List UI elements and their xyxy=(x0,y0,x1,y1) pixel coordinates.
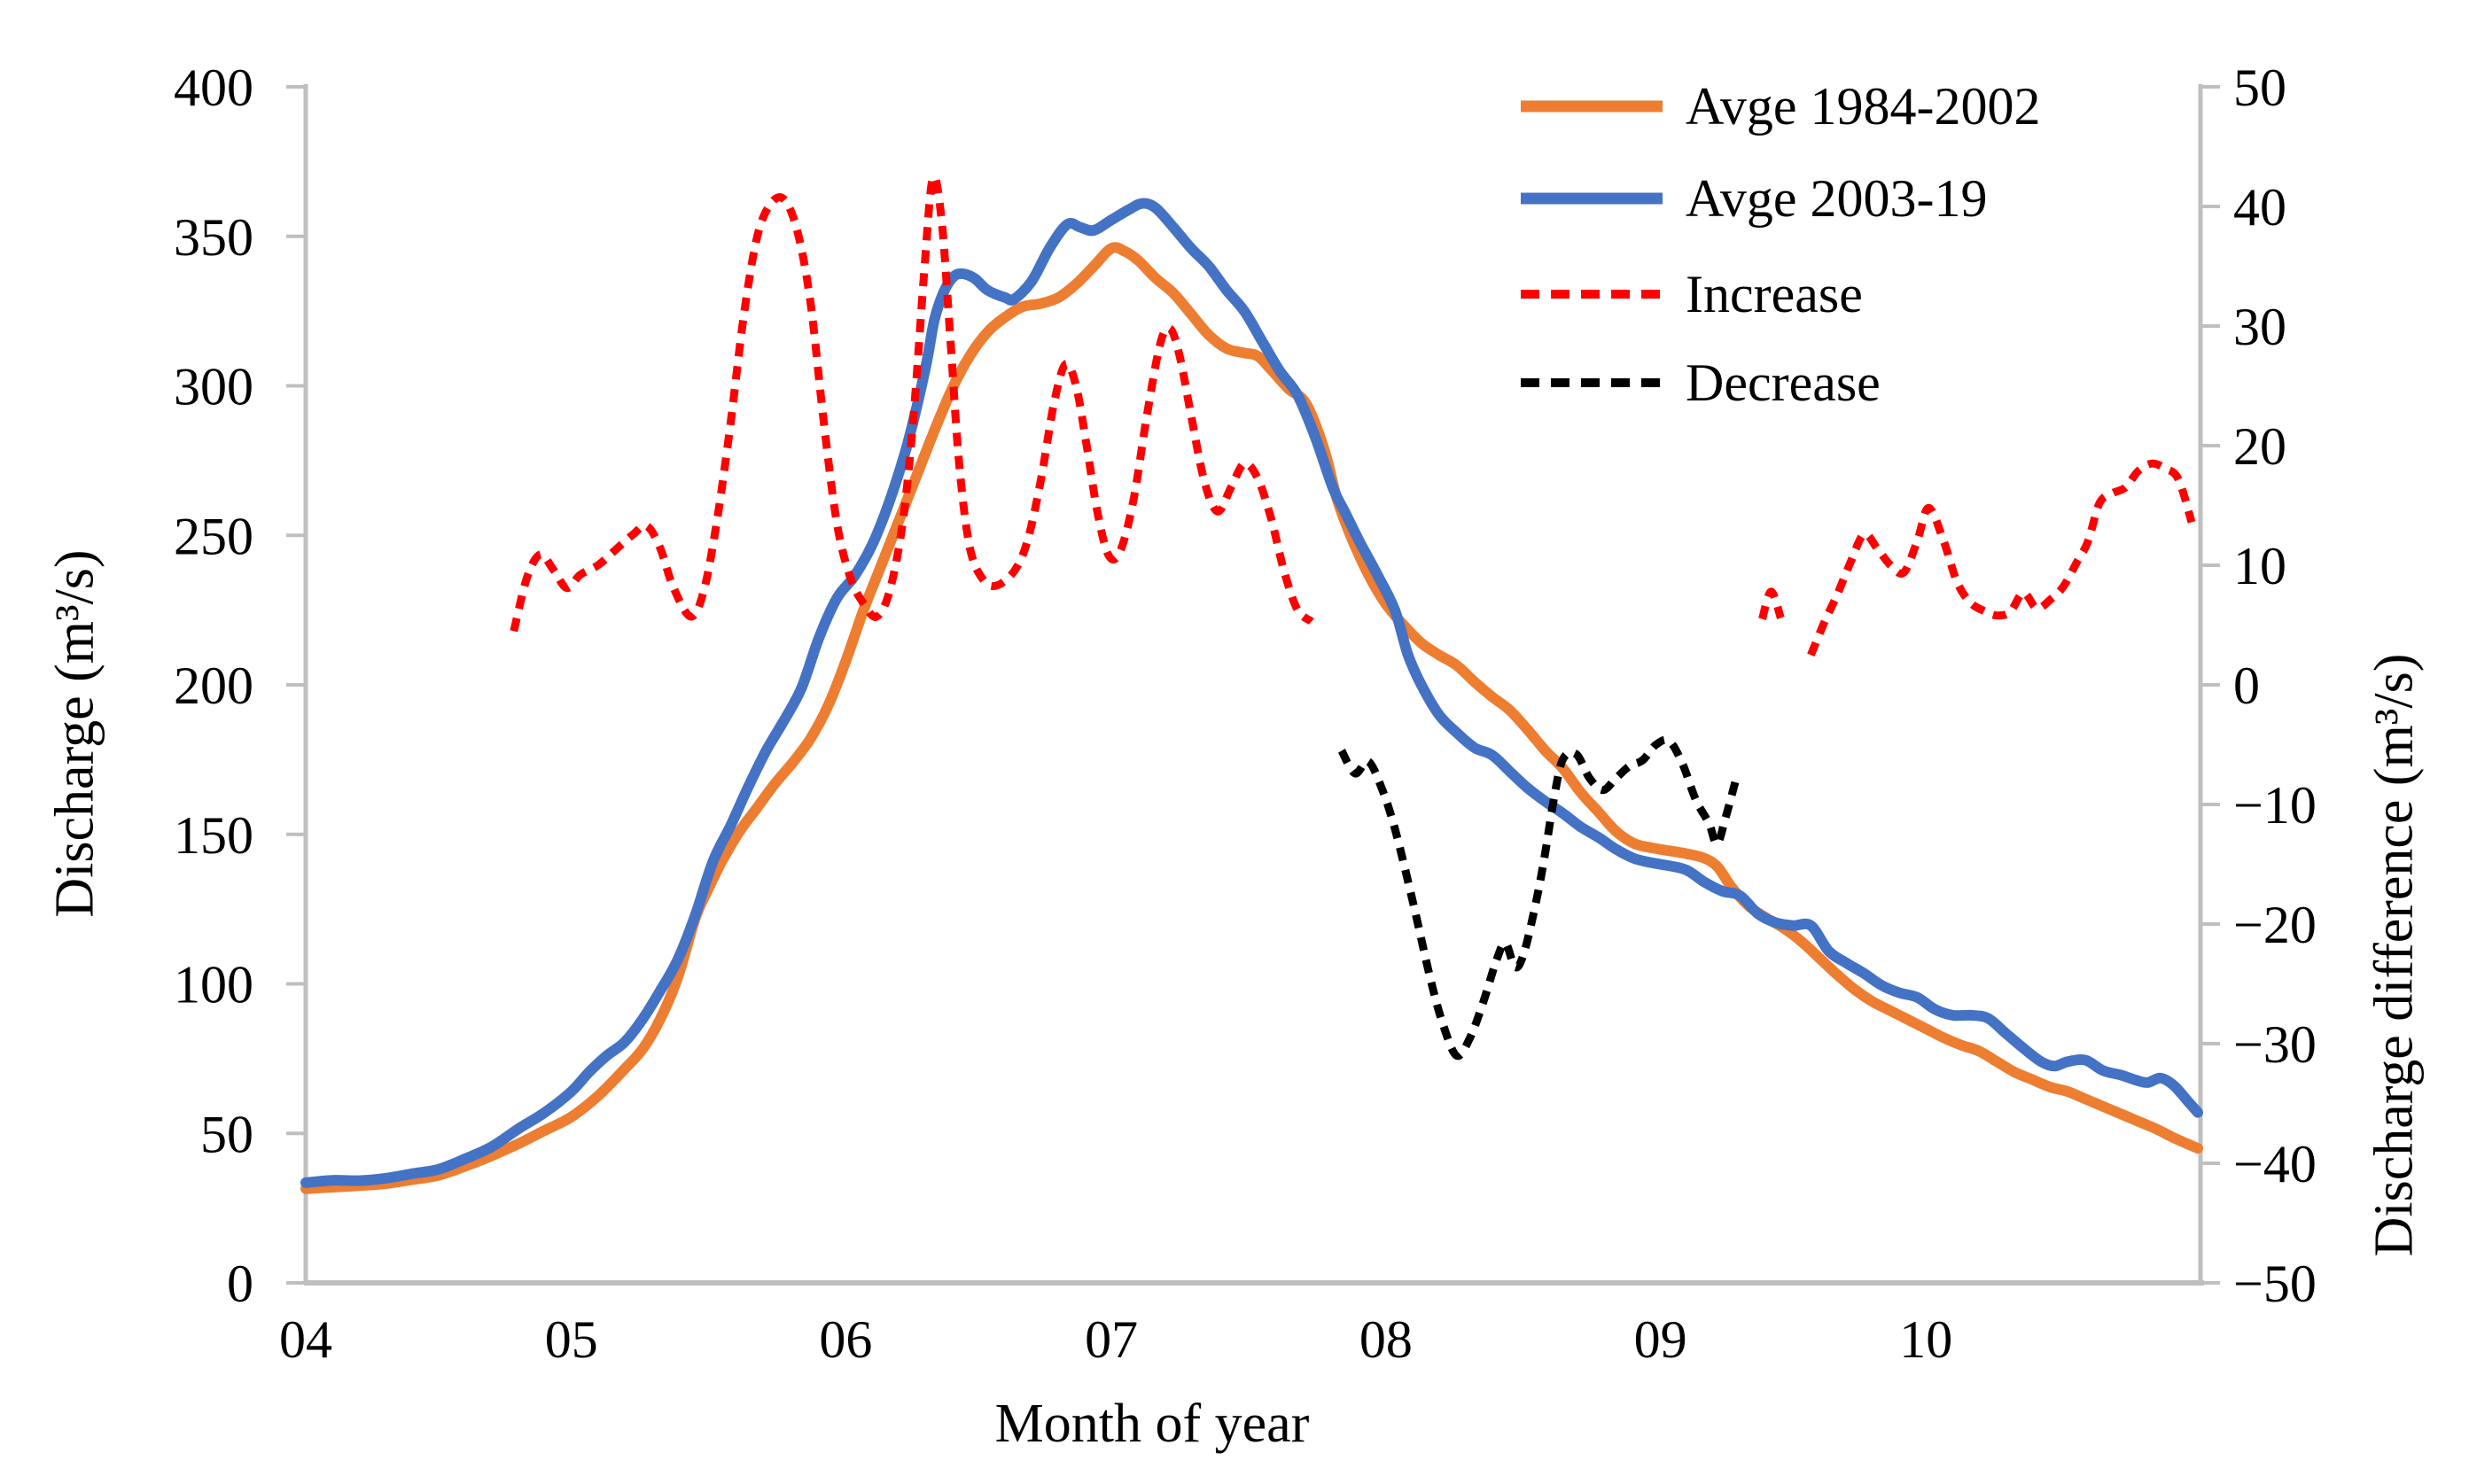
legend-label: Avge 2003-19 xyxy=(1686,169,1988,228)
x-tick-label: 05 xyxy=(545,1310,598,1369)
y-right-tick-label: −30 xyxy=(2233,1015,2317,1074)
legend-swatch-dashed-line-icon xyxy=(1521,378,1663,387)
y-right-tick-label: 40 xyxy=(2233,178,2286,237)
x-tick-label: 06 xyxy=(819,1310,872,1369)
y-right-tick-label: 10 xyxy=(2233,537,2286,595)
avge-1984-2002-line xyxy=(300,242,2203,1194)
y-left-tick-label: 100 xyxy=(174,956,253,1014)
legend-item-avge-1984-2002: Avge 1984-2002 xyxy=(1519,80,2041,133)
y-left-tick-label: 0 xyxy=(227,1255,253,1313)
legend-swatch-line-icon xyxy=(1521,192,1663,205)
increase-line xyxy=(1807,459,2196,657)
y-right-tick-label: −20 xyxy=(2233,896,2317,954)
x-tick-label: 09 xyxy=(1634,1310,1687,1369)
increase-line xyxy=(510,173,1314,633)
y-left-tick-label: 150 xyxy=(174,806,253,865)
legend-item-decrease: Decrease xyxy=(1519,356,1881,409)
increase-line xyxy=(1758,587,1785,621)
x-axis-title: Month of year xyxy=(994,1394,1310,1454)
y-left-tick-label: 400 xyxy=(174,58,253,117)
y-right-tick-label: 50 xyxy=(2233,58,2286,117)
legend-label: Increase xyxy=(1686,265,1863,323)
y-right-tick-label: 20 xyxy=(2233,417,2286,476)
y-left-tick-label: 50 xyxy=(200,1105,253,1163)
avge-2003-19-line xyxy=(300,198,2203,1188)
legend-item-avge-2003-19: Avge 2003-19 xyxy=(1519,172,1988,225)
x-tick-label: 07 xyxy=(1085,1310,1138,1369)
y-left-tick-label: 350 xyxy=(174,208,253,267)
legend-swatch-dashed-line-icon xyxy=(1521,290,1663,299)
y-right-tick-label: 0 xyxy=(2233,657,2260,715)
y-left-axis-title: Discharge (m³/s) xyxy=(44,549,105,918)
x-tick-label: 08 xyxy=(1359,1310,1413,1369)
legend-swatch-line-icon xyxy=(1521,100,1663,113)
y-left-tick-label: 250 xyxy=(174,507,253,565)
legend-item-increase: Increase xyxy=(1519,268,1863,321)
y-right-tick-label: −10 xyxy=(2233,776,2317,835)
y-left-tick-label: 300 xyxy=(174,358,253,416)
decrease-line xyxy=(1337,735,1741,1061)
y-right-tick-label: −40 xyxy=(2233,1135,2317,1193)
y-right-axis-title: Discharge difference (m³/s) xyxy=(2364,653,2425,1257)
x-tick-label: 10 xyxy=(1899,1310,1952,1369)
legend-label: Avge 1984-2002 xyxy=(1686,77,2041,136)
y-right-tick-label: 30 xyxy=(2233,298,2286,356)
y-right-tick-label: −50 xyxy=(2233,1255,2317,1313)
legend-label: Decrease xyxy=(1686,354,1881,412)
x-tick-label: 04 xyxy=(279,1310,332,1369)
y-left-tick-label: 200 xyxy=(174,657,253,715)
